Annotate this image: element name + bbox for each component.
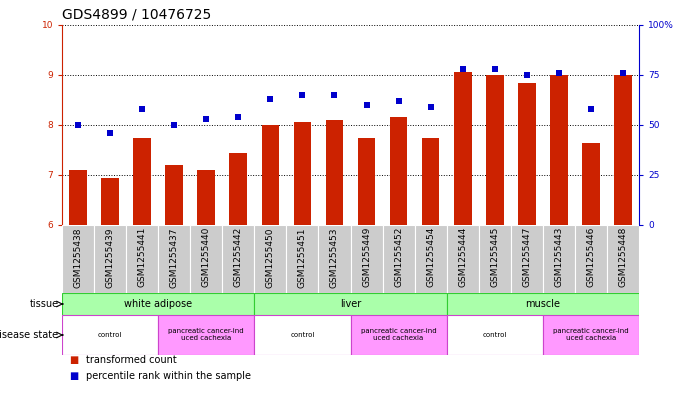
Bar (350, 315, 446, 355)
Bar (254, 315, 350, 355)
Bar (229, 152, 247, 225)
Bar (582, 143, 600, 225)
Bar (62, 315, 158, 355)
Text: pancreatic cancer-ind
uced cachexia: pancreatic cancer-ind uced cachexia (169, 329, 244, 342)
Text: control: control (98, 332, 122, 338)
Point (233, 114, 244, 120)
Text: tissue: tissue (30, 299, 59, 309)
Point (265, 96, 276, 102)
Bar (165, 165, 183, 225)
Text: control: control (290, 332, 314, 338)
Bar (550, 75, 568, 225)
Point (73, 122, 84, 128)
Point (521, 72, 532, 78)
Text: disease state: disease state (0, 330, 59, 340)
Bar (543, 225, 575, 293)
Bar (350, 225, 383, 293)
Point (489, 66, 500, 72)
Bar (62, 225, 94, 293)
Bar (325, 120, 343, 225)
Text: ■: ■ (69, 371, 78, 381)
Bar (614, 75, 632, 225)
Bar (358, 138, 375, 225)
Bar (446, 225, 479, 293)
Text: GSM1255441: GSM1255441 (138, 227, 146, 287)
Point (169, 122, 180, 128)
Bar (254, 293, 446, 315)
Bar (262, 125, 279, 225)
Bar (102, 178, 119, 225)
Bar (294, 123, 311, 225)
Text: GSM1255439: GSM1255439 (106, 227, 115, 288)
Text: GSM1255449: GSM1255449 (362, 227, 371, 287)
Text: GSM1255451: GSM1255451 (298, 227, 307, 288)
Text: pancreatic cancer-ind
uced cachexia: pancreatic cancer-ind uced cachexia (361, 329, 437, 342)
Bar (319, 225, 350, 293)
Point (553, 70, 565, 76)
Point (425, 104, 436, 110)
Bar (518, 83, 536, 225)
Point (297, 92, 308, 98)
Bar (254, 225, 286, 293)
Text: GSM1255445: GSM1255445 (490, 227, 500, 287)
Point (393, 98, 404, 104)
Bar (158, 225, 190, 293)
Text: GSM1255438: GSM1255438 (73, 227, 82, 288)
Bar (511, 225, 543, 293)
Bar (62, 293, 254, 315)
Text: GSM1255437: GSM1255437 (170, 227, 179, 288)
Text: control: control (482, 332, 507, 338)
Bar (190, 225, 223, 293)
Text: GSM1255448: GSM1255448 (618, 227, 627, 287)
Text: GSM1255444: GSM1255444 (458, 227, 467, 287)
Bar (94, 225, 126, 293)
Bar (198, 170, 215, 225)
Bar (390, 118, 408, 225)
Bar (454, 72, 471, 225)
Point (361, 102, 372, 108)
Text: GSM1255452: GSM1255452 (394, 227, 403, 287)
Bar (446, 315, 543, 355)
Bar (543, 315, 639, 355)
Text: liver: liver (340, 299, 361, 309)
Text: GSM1255443: GSM1255443 (554, 227, 563, 287)
Bar (575, 225, 607, 293)
Text: white adipose: white adipose (124, 299, 192, 309)
Bar (607, 225, 639, 293)
Bar (415, 225, 446, 293)
Bar (383, 225, 415, 293)
Text: GDS4899 / 10476725: GDS4899 / 10476725 (62, 7, 211, 21)
Bar (286, 225, 319, 293)
Text: GSM1255440: GSM1255440 (202, 227, 211, 287)
Text: GSM1255453: GSM1255453 (330, 227, 339, 288)
Point (104, 130, 115, 136)
Point (457, 66, 468, 72)
Bar (486, 75, 504, 225)
Point (200, 116, 211, 122)
Text: GSM1255447: GSM1255447 (522, 227, 531, 287)
Text: ■: ■ (69, 355, 78, 365)
Bar (158, 315, 254, 355)
Bar (446, 293, 639, 315)
Point (329, 92, 340, 98)
Point (585, 106, 596, 112)
Bar (126, 225, 158, 293)
Text: percentile rank within the sample: percentile rank within the sample (86, 371, 252, 381)
Bar (479, 225, 511, 293)
Text: GSM1255446: GSM1255446 (587, 227, 596, 287)
Bar (422, 138, 439, 225)
Bar (223, 225, 254, 293)
Text: GSM1255450: GSM1255450 (266, 227, 275, 288)
Bar (69, 170, 87, 225)
Point (137, 106, 148, 112)
Text: GSM1255442: GSM1255442 (234, 227, 243, 287)
Text: transformed count: transformed count (86, 355, 177, 365)
Text: muscle: muscle (525, 299, 560, 309)
Text: GSM1255454: GSM1255454 (426, 227, 435, 287)
Point (618, 70, 629, 76)
Bar (133, 138, 151, 225)
Text: pancreatic cancer-ind
uced cachexia: pancreatic cancer-ind uced cachexia (553, 329, 629, 342)
